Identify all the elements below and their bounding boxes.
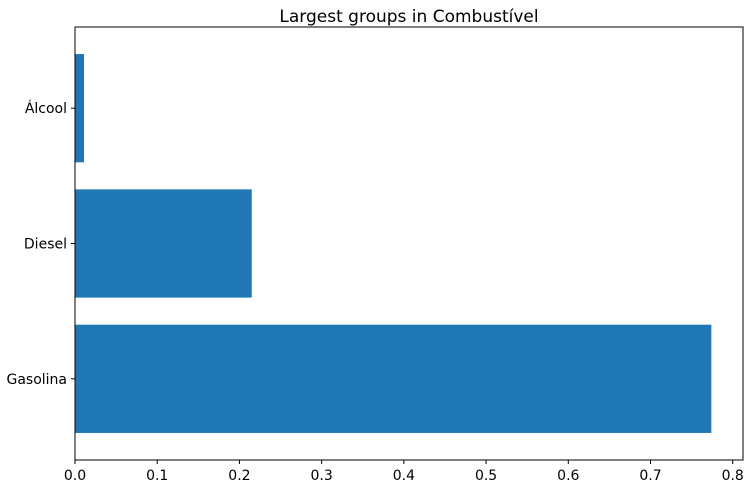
x-tick-label: 0.8	[722, 468, 744, 484]
x-tick-label: 0.6	[557, 468, 579, 484]
y-axis: Gasolina Diesel Álcool	[6, 100, 75, 388]
y-tick-label: Gasolina	[6, 372, 67, 388]
chart-title: Largest groups in Combustível	[279, 7, 538, 27]
x-tick-label: 0.5	[475, 468, 497, 484]
x-tick-label: 0.4	[393, 468, 415, 484]
bar	[75, 324, 712, 433]
x-axis: 0.0 0.1 0.2 0.3 0.4 0.5 0.6 0.7 0.8	[64, 460, 744, 484]
x-tick-label: 0.0	[64, 468, 86, 484]
bar	[75, 54, 85, 163]
bar	[75, 189, 252, 298]
plot-frame	[74, 26, 744, 461]
x-tick-label: 0.1	[146, 468, 168, 484]
x-tick-label: 0.3	[311, 468, 333, 484]
x-tick-label: 0.7	[639, 468, 661, 484]
y-tick-label: Diesel	[24, 237, 67, 253]
x-tick-label: 0.2	[228, 468, 250, 484]
bars-group	[75, 54, 712, 433]
y-tick-label: Álcool	[25, 100, 67, 117]
